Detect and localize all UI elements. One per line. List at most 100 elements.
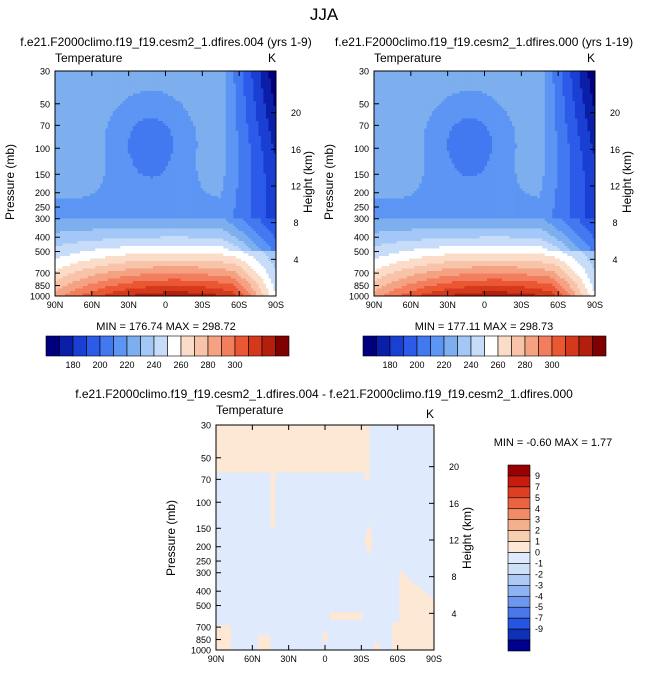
field-cell <box>137 126 141 129</box>
field-cell <box>90 151 94 154</box>
field-cell <box>203 161 207 164</box>
field-cell <box>95 101 99 104</box>
field-cell <box>248 191 252 194</box>
field-cell <box>162 133 166 137</box>
field-cell <box>102 73 106 77</box>
field-cell <box>77 123 81 127</box>
field-cell <box>97 106 101 109</box>
field-cell <box>100 123 104 127</box>
field-cell <box>140 101 144 104</box>
field-cell <box>190 71 194 74</box>
field-cell <box>87 131 91 134</box>
field-cell <box>152 106 156 109</box>
field-cell <box>142 198 146 202</box>
field-cell <box>102 106 106 109</box>
field-cell <box>178 123 181 127</box>
field-cell <box>273 148 277 152</box>
field-cell <box>183 181 186 184</box>
field-cell <box>260 173 264 177</box>
field-cell <box>265 98 269 102</box>
field-cell <box>102 208 106 212</box>
field-cell <box>87 193 91 197</box>
field-cell <box>110 108 114 112</box>
field-cell <box>55 111 58 114</box>
field-cell <box>97 151 101 154</box>
field-cell <box>210 103 214 107</box>
field-cell <box>188 206 191 209</box>
field-cell <box>188 131 191 134</box>
field-cell <box>85 113 88 117</box>
field-cell <box>150 131 154 134</box>
field-cell <box>95 81 99 84</box>
field-cell <box>127 131 131 134</box>
field-cell <box>102 88 106 92</box>
field-cell <box>195 83 199 87</box>
field-cell <box>200 93 204 97</box>
field-cell <box>102 158 106 162</box>
field-cell <box>268 118 272 122</box>
field-cell <box>240 98 244 102</box>
field-cell <box>193 103 196 107</box>
field-cell <box>215 123 219 127</box>
field-cell <box>183 121 186 124</box>
field-cell <box>215 148 219 152</box>
field-cell <box>127 91 131 94</box>
field-cell <box>170 71 174 74</box>
field-cell <box>203 136 207 139</box>
field-cell <box>165 161 169 164</box>
field-cell <box>205 151 209 154</box>
field-cell <box>150 173 154 177</box>
field-cell <box>268 178 272 182</box>
field-cell <box>203 146 207 149</box>
field-cell <box>203 183 207 187</box>
field-cell <box>228 191 232 194</box>
field-cell <box>208 203 212 207</box>
field-cell <box>95 193 99 197</box>
field-cell <box>162 93 166 97</box>
field-cell <box>268 136 272 139</box>
field-cell <box>180 76 184 79</box>
field-cell <box>168 161 171 164</box>
field-cell <box>263 146 267 149</box>
field-cell <box>185 98 189 102</box>
field-cell <box>60 156 63 159</box>
field-cell <box>152 101 156 104</box>
field-cell <box>233 121 237 124</box>
field-cell <box>155 208 159 212</box>
field-cell <box>238 171 242 174</box>
field-cell <box>140 86 144 89</box>
field-cell <box>183 88 186 92</box>
field-cell <box>102 148 106 152</box>
field-cell <box>213 166 217 169</box>
field-cell <box>77 173 81 177</box>
field-cell <box>145 141 149 144</box>
field-cell <box>165 128 169 132</box>
field-cell <box>178 121 181 124</box>
field-cell <box>107 76 111 79</box>
field-cell <box>270 108 274 112</box>
field-cell <box>213 193 217 197</box>
field-cell <box>115 171 119 174</box>
field-cell <box>233 203 237 207</box>
field-cell <box>243 83 247 87</box>
field-cell <box>147 118 151 122</box>
field-cell <box>208 181 212 184</box>
field-cell <box>230 153 234 157</box>
field-cell <box>60 171 63 174</box>
field-cell <box>57 181 61 184</box>
field-cell <box>230 101 234 104</box>
field-cell <box>205 143 209 147</box>
field-cell <box>230 111 234 114</box>
field-cell <box>155 111 159 114</box>
field-cell <box>265 111 269 114</box>
field-cell <box>198 76 202 79</box>
field-cell <box>140 91 144 94</box>
field-cell <box>200 178 204 182</box>
field-cell <box>75 131 78 134</box>
field-cell <box>253 138 257 142</box>
field-cell <box>193 96 196 99</box>
field-cell <box>253 113 257 117</box>
field-cell <box>255 126 259 129</box>
field-cell <box>112 183 116 187</box>
field-cell <box>157 198 161 202</box>
